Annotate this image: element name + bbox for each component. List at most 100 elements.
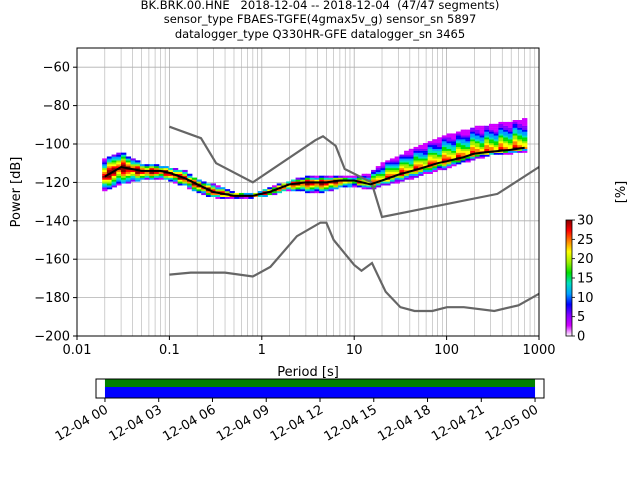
psd-bin	[413, 171, 419, 174]
psd-bin	[116, 160, 122, 163]
psd-bin	[182, 175, 188, 178]
psd-bin	[121, 158, 127, 161]
psd-bin	[347, 183, 353, 186]
psd-bin	[323, 177, 330, 180]
psd-bin	[215, 185, 221, 188]
psd-bin	[441, 137, 448, 140]
psd-bin	[163, 175, 169, 178]
chart-title-line-1: BK.BRK.00.HNE 2018-12-04 -- 2018-12-04 (…	[140, 0, 500, 12]
psd-bin	[116, 162, 122, 165]
psd-bin	[455, 146, 462, 149]
psd-bin	[319, 185, 325, 188]
psd-bin	[399, 158, 405, 161]
psd-bin	[404, 168, 410, 171]
psd-bin	[470, 141, 476, 144]
psd-bin	[507, 150, 514, 153]
psd-bin	[441, 168, 448, 171]
psd-bin	[522, 148, 528, 151]
noise-model-high	[169, 125, 539, 219]
psd-bin	[465, 129, 471, 132]
psd-bin	[413, 150, 419, 153]
psd-bin	[446, 139, 452, 142]
psd-bin	[465, 144, 471, 148]
psd-bin	[484, 133, 490, 136]
psd-bin	[309, 183, 316, 186]
psd-bin	[380, 181, 386, 184]
psd-bin	[356, 179, 363, 182]
psd-heatmap	[102, 118, 528, 199]
psd-bin	[470, 127, 476, 130]
psd-bin	[399, 156, 405, 159]
psd-bin	[418, 160, 424, 163]
psd-bin	[125, 173, 132, 176]
psd-bin	[455, 150, 462, 153]
psd-bin	[389, 166, 396, 169]
psd-bin	[522, 127, 528, 130]
time-tick-label: 12-04 18	[375, 402, 433, 444]
psd-bin	[319, 189, 325, 192]
psd-bin	[323, 187, 330, 190]
psd-bin	[474, 131, 481, 134]
colorbar-tick-label: 10	[577, 291, 594, 306]
time-tick-label: 12-04 12	[268, 402, 326, 444]
psd-bin	[121, 169, 127, 173]
psd-bin	[309, 177, 316, 180]
psd-bin	[168, 173, 174, 176]
psd-bin	[394, 168, 400, 171]
psd-bin	[498, 123, 504, 126]
psd-bin	[437, 154, 443, 157]
psd-bin	[446, 150, 452, 153]
psd-bin	[314, 191, 320, 194]
psd-bin	[470, 133, 476, 136]
psd-bin	[503, 144, 509, 148]
psd-bin	[305, 183, 311, 186]
psd-bin	[243, 196, 250, 199]
psd-bin	[455, 158, 462, 161]
psd-bin	[507, 137, 514, 140]
psd-bin	[479, 154, 485, 157]
psd-bin	[413, 164, 419, 167]
psd-bin	[460, 131, 467, 134]
psd-bin	[201, 185, 207, 188]
psd-bin	[498, 146, 504, 149]
psd-bin	[111, 162, 117, 165]
psd-bin	[479, 143, 485, 146]
psd-bin	[394, 158, 400, 161]
psd-bin	[455, 143, 462, 146]
psd-bin	[408, 150, 415, 153]
psd-bin	[441, 152, 448, 155]
psd-bin	[111, 175, 117, 178]
psd-bin	[517, 139, 523, 142]
psd-bin	[262, 194, 268, 197]
psd-bin	[305, 179, 311, 182]
psd-bin	[522, 123, 528, 126]
psd-bin	[489, 129, 495, 132]
psd-bin	[205, 191, 212, 194]
psd-bin	[427, 148, 433, 151]
time-tick-label: 12-04 03	[107, 402, 165, 444]
psd-bin	[338, 181, 344, 184]
psd-bin	[474, 148, 481, 151]
psd-bin	[201, 189, 207, 192]
psd-bin	[418, 154, 424, 157]
psd-bin	[465, 131, 471, 134]
psd-bin	[116, 173, 122, 176]
psd-bin	[135, 168, 141, 171]
psd-bin	[130, 179, 136, 182]
psd-bin	[484, 152, 490, 155]
psd-bin	[121, 160, 127, 163]
psd-bin	[286, 187, 292, 190]
psd-bin	[503, 143, 509, 146]
psd-bin	[479, 144, 485, 148]
psd-bin	[493, 152, 500, 155]
psd-bin	[380, 169, 386, 173]
psd-bin	[371, 177, 377, 180]
psd-bin	[408, 154, 415, 157]
psd-bin	[196, 181, 202, 184]
psd-bin	[385, 173, 391, 176]
grid	[76, 48, 539, 337]
psd-bin	[493, 137, 500, 140]
psd-bin	[432, 154, 438, 157]
psd-bin	[517, 120, 523, 123]
psd-bin	[507, 152, 514, 155]
